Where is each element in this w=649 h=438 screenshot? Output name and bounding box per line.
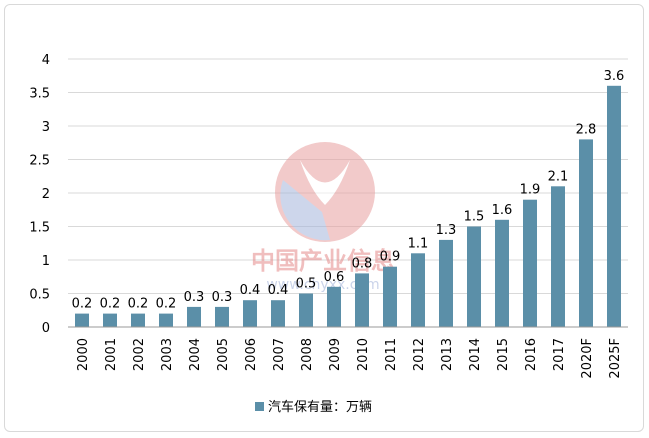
- y-axis-ticks: 0 0.5 1 1.5 2 2.5 3 3.5 4: [29, 53, 50, 336]
- bar: [215, 306, 229, 327]
- bar: [523, 199, 537, 327]
- x-tick-label: 2010: [356, 338, 371, 371]
- bar: [327, 286, 341, 327]
- data-label: 0.2: [100, 297, 121, 312]
- bar: [299, 293, 313, 327]
- x-tick-label: 2025F: [608, 338, 623, 379]
- data-label: 0.4: [240, 283, 261, 298]
- bar: [355, 273, 369, 327]
- data-label: 1.6: [492, 203, 513, 218]
- data-label: 2.1: [548, 169, 569, 184]
- data-label: 1.9: [520, 183, 541, 198]
- bar: [159, 313, 173, 327]
- data-label: 0.6: [324, 270, 345, 285]
- bar: [103, 313, 117, 327]
- y-tick-label: 1.5: [29, 221, 50, 236]
- bar: [551, 186, 565, 327]
- x-tick-label: 2006: [244, 338, 259, 371]
- bar: [243, 300, 257, 327]
- x-tick-label: 2002: [132, 338, 147, 371]
- x-tick-label: 2004: [188, 338, 203, 371]
- y-tick-label: 1: [42, 254, 50, 269]
- x-tick-label: 2000: [76, 338, 91, 371]
- bars: 0.2 0.2 0.2 0.2 0.3 0.3 0.4 0.4 0.5 0.6 0.8 0.9 1.1 1…: [72, 69, 625, 327]
- x-tick-label: 2009: [328, 338, 343, 371]
- x-tick-label: 2015: [496, 338, 511, 371]
- data-label: 0.2: [156, 297, 177, 312]
- x-tick-label: 2011: [384, 338, 399, 371]
- data-label: 0.9: [380, 250, 401, 265]
- x-tick-label: 2014: [468, 338, 483, 371]
- x-tick-label: 2020F: [580, 338, 595, 379]
- y-tick-label: 3.5: [29, 87, 50, 102]
- y-tick-label: 3: [42, 120, 50, 135]
- bar: [607, 85, 621, 327]
- data-label: 3.6: [604, 69, 625, 84]
- bar: [439, 239, 453, 327]
- y-tick-label: 2.5: [29, 154, 50, 169]
- x-tick-label: 2005: [216, 338, 231, 371]
- y-tick-label: 4: [42, 53, 50, 68]
- data-label: 1.5: [464, 210, 485, 225]
- x-tick-label: 2013: [440, 338, 455, 371]
- data-label: 0.3: [212, 290, 233, 305]
- x-tick-label: 2016: [524, 338, 539, 371]
- bar: [411, 253, 425, 327]
- data-label: 0.8: [352, 256, 373, 271]
- bar: [467, 226, 481, 327]
- legend: 汽车保有量：万辆: [255, 399, 372, 415]
- x-tick-label: 2017: [552, 338, 567, 371]
- bar: [383, 266, 397, 327]
- y-tick-label: 0.5: [29, 288, 50, 303]
- y-tick-label: 2: [42, 187, 50, 202]
- y-tick-label: 0: [42, 321, 50, 336]
- legend-label: 汽车保有量：万辆: [268, 399, 372, 415]
- legend-swatch: [255, 402, 264, 411]
- watermark-url: www.chyxx.com: [266, 277, 379, 293]
- x-tick-label: 2008: [300, 338, 315, 371]
- x-tick-label: 2003: [160, 338, 175, 371]
- watermark-logo: 中国产业信息 www.chyxx.com: [251, 142, 395, 293]
- watermark-title: 中国产业信息: [251, 247, 395, 275]
- bar: [187, 306, 201, 327]
- bar: [271, 300, 285, 327]
- data-label: 1.3: [436, 223, 457, 238]
- data-label: 0.2: [72, 297, 93, 312]
- bar: [131, 313, 145, 327]
- x-tick-label: 2012: [412, 338, 427, 371]
- x-tick-label: 2001: [104, 338, 119, 371]
- x-axis-labels: 2000 2001 2002 2003 2004 2005 2006 2007 2008 2009…: [76, 338, 623, 379]
- data-label: 2.8: [576, 122, 597, 137]
- data-label: 1.1: [408, 236, 429, 251]
- data-label: 0.5: [296, 277, 317, 292]
- bar: [495, 219, 509, 327]
- data-label: 0.3: [184, 290, 205, 305]
- x-tick-label: 2007: [272, 338, 287, 371]
- bar: [75, 313, 89, 327]
- data-label: 0.2: [128, 297, 149, 312]
- data-label: 0.4: [268, 283, 289, 298]
- bar: [579, 139, 593, 327]
